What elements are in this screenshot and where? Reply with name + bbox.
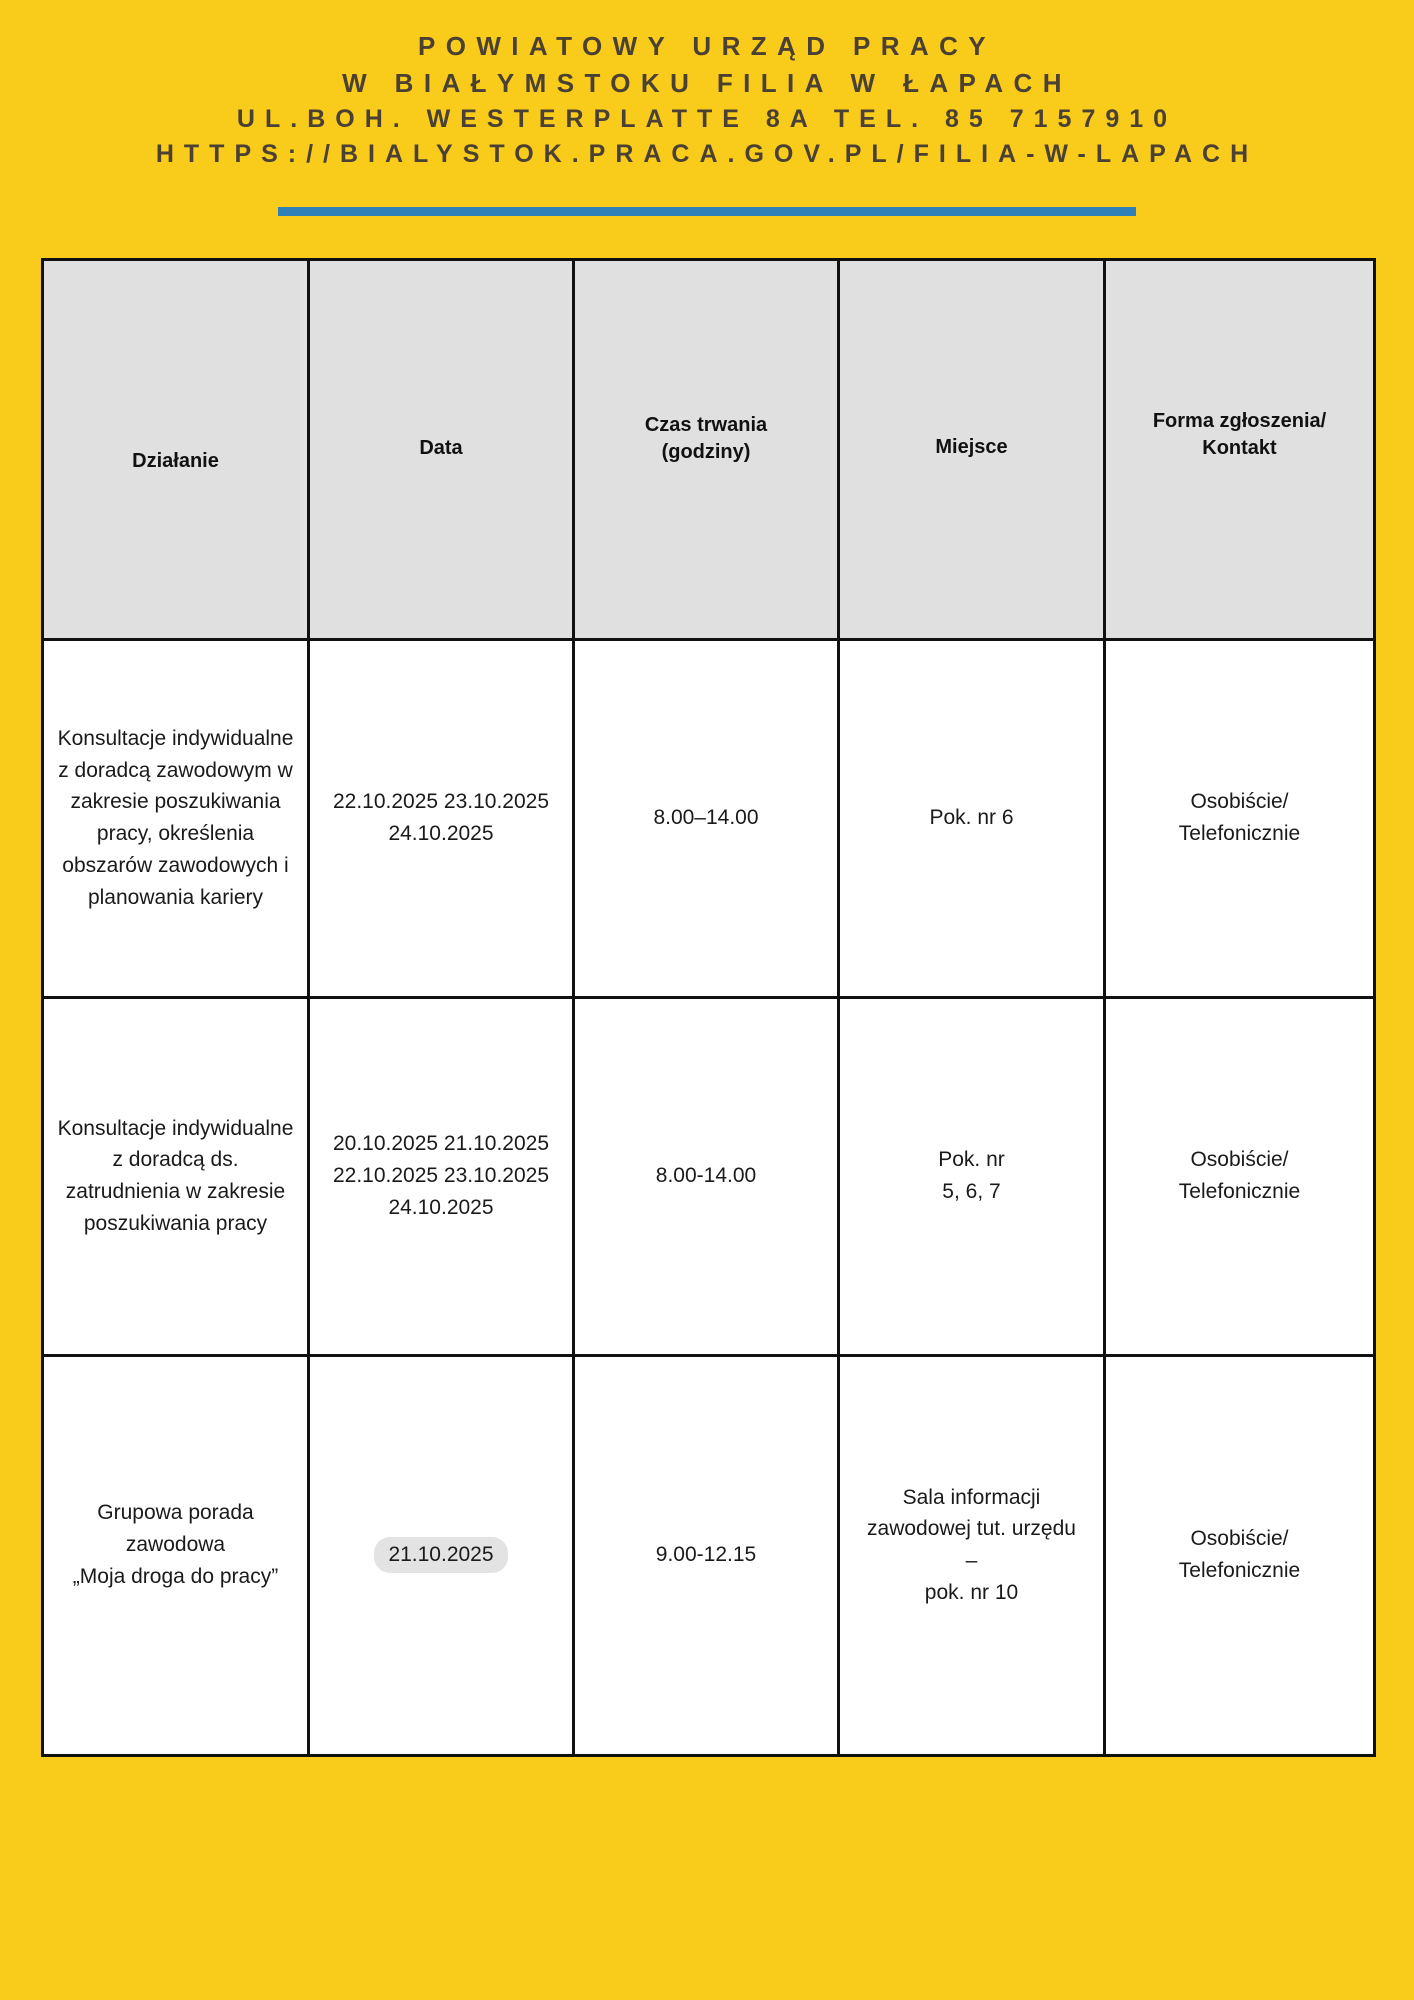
column-header-data: Data: [307, 257, 575, 641]
table-row: Konsultacje indywidualne z doradcą zawod…: [41, 637, 1376, 999]
column-header-dzialanie-label: Działanie: [132, 449, 219, 472]
header-line-website-url: HTTPS://BIALYSTOK.PRACA.GOV.PL/FILIA-W-L…: [155, 140, 1259, 169]
column-header-data-label: Data: [419, 436, 463, 459]
cell-forma: Osobiście/ Telefonicznie: [1103, 1353, 1376, 1757]
cell-forma-text: Osobiście/ Telefonicznie: [1178, 1527, 1301, 1583]
cell-miejsce: Sala informacji zawodowej tut. urzędu – …: [837, 1353, 1106, 1757]
cell-data: 22.10.2025 23.10.2025 24.10.2025: [307, 637, 575, 999]
cell-miejsce-text: Pok. nr 5, 6, 7: [938, 1148, 1005, 1204]
cell-data-text: 22.10.2025 23.10.2025 24.10.2025: [332, 790, 550, 846]
cell-forma: Osobiście/ Telefonicznie: [1103, 995, 1376, 1357]
column-header-forma-zgloszenia-label: Forma zgłoszenia/ Kontakt: [1152, 410, 1327, 460]
cell-czas: 8.00-14.00: [572, 995, 840, 1357]
column-header-czas-trwania: Czas trwania (godziny): [572, 257, 840, 641]
cell-forma: Osobiście/ Telefonicznie: [1103, 637, 1376, 999]
cell-dzialanie-text: Grupowa porada zawodowa „Moja droga do p…: [72, 1501, 279, 1589]
divider: [0, 206, 1414, 216]
column-header-miejsce: Miejsce: [837, 257, 1106, 641]
blue-rule: [278, 206, 1136, 216]
cell-forma-text: Osobiście/ Telefonicznie: [1178, 1148, 1301, 1204]
cell-miejsce: Pok. nr 6: [837, 637, 1106, 999]
column-header-czas-trwania-label: Czas trwania (godziny): [644, 414, 768, 464]
table-head: Działanie Data Czas trwania (godziny) Mi…: [41, 257, 1376, 641]
table-row: Grupowa porada zawodowa „Moja droga do p…: [41, 1353, 1376, 1757]
table-header-row: Działanie Data Czas trwania (godziny) Mi…: [41, 257, 1376, 641]
column-header-forma-zgloszenia: Forma zgłoszenia/ Kontakt: [1103, 257, 1376, 641]
cell-czas: 8.00–14.00: [572, 637, 840, 999]
cell-czas: 9.00-12.15: [572, 1353, 840, 1757]
header-line-address-phone: UL.BOH. WESTERPLATTE 8A TEL. 85 7157910: [236, 104, 1178, 133]
schedule-table-wrapper: Działanie Data Czas trwania (godziny) Mi…: [0, 257, 1414, 1757]
cell-data: 20.10.2025 21.10.2025 22.10.2025 23.10.2…: [307, 995, 575, 1357]
cell-miejsce-text: Sala informacji zawodowej tut. urzędu – …: [867, 1485, 1076, 1605]
poster-header: POWIATOWY URZĄD PRACY W BIAŁYMSTOKU FILI…: [0, 0, 1414, 173]
cell-miejsce: Pok. nr 5, 6, 7: [837, 995, 1106, 1357]
cell-dzialanie: Konsultacje indywidualne z doradcą zawod…: [41, 637, 310, 999]
table-row: Konsultacje indywidualne z doradcą ds. z…: [41, 995, 1376, 1357]
cell-miejsce-text: Pok. nr 6: [929, 806, 1014, 830]
cell-czas-text: 9.00-12.15: [655, 1543, 757, 1567]
header-line-branch: W BIAŁYMSTOKU FILIA W ŁAPACH: [342, 67, 1072, 98]
header-line-office-name: POWIATOWY URZĄD PRACY: [417, 31, 997, 61]
cell-dzialanie: Grupowa porada zawodowa „Moja droga do p…: [41, 1353, 310, 1757]
cell-data-text: 20.10.2025 21.10.2025 22.10.2025 23.10.2…: [332, 1132, 550, 1220]
cell-czas-text: 8.00–14.00: [653, 806, 759, 830]
cell-dzialanie: Konsultacje indywidualne z doradcą ds. z…: [41, 995, 310, 1357]
cell-dzialanie-text: Konsultacje indywidualne z doradcą zawod…: [57, 726, 294, 910]
cell-dzialanie-text: Konsultacje indywidualne z doradcą ds. z…: [57, 1116, 294, 1236]
cell-czas-text: 8.00-14.00: [655, 1164, 757, 1188]
schedule-table: Działanie Data Czas trwania (godziny) Mi…: [41, 257, 1376, 1757]
column-header-miejsce-label: Miejsce: [935, 435, 1008, 458]
cell-data: 21.10.2025: [307, 1353, 575, 1757]
highlighted-date-chip[interactable]: 21.10.2025: [374, 1537, 508, 1574]
table-body: Konsultacje indywidualne z doradcą zawod…: [41, 637, 1376, 1757]
column-header-dzialanie: Działanie: [41, 257, 310, 641]
cell-forma-text: Osobiście/ Telefonicznie: [1178, 790, 1301, 846]
